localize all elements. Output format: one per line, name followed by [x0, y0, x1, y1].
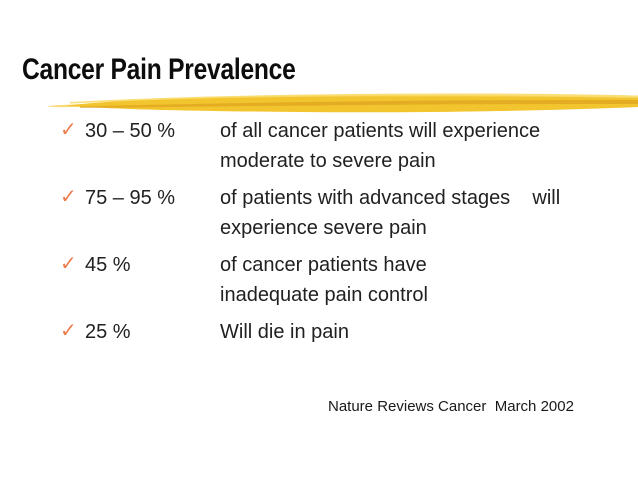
- bullet-description: of cancer patients have inadequate pain …: [220, 254, 428, 306]
- check-icon: ✓: [60, 119, 77, 141]
- bullet-description: of all cancer patients will experience m…: [220, 120, 541, 172]
- bullet-description: of patients with advanced stages will ex…: [220, 187, 561, 239]
- brush-dark-stroke: [80, 99, 638, 108]
- citation: Nature Reviews Cancer March 2002: [328, 398, 574, 415]
- check-icon: ✓: [60, 320, 77, 342]
- bullet-item: ✓ 30 – 50 % of all cancer patients will …: [60, 116, 630, 176]
- title-underline-brush-icon: [48, 93, 638, 113]
- bullet-percentage: 25 %: [85, 321, 131, 343]
- bullet-percentage: 45 %: [85, 254, 131, 276]
- bullet-list: ✓ 30 – 50 % of all cancer patients will …: [60, 116, 630, 354]
- bullet-item: ✓ 45 % of cancer patients have inadequat…: [60, 250, 630, 310]
- bullet-item: ✓ 75 – 95 % of patients with advanced st…: [60, 183, 630, 243]
- bullet-percentage: 30 – 50 %: [85, 120, 176, 142]
- bullet-item: ✓ 25 % Will die in pain: [60, 317, 630, 347]
- check-icon: ✓: [60, 253, 77, 275]
- check-icon: ✓: [60, 186, 77, 208]
- bullet-percentage: 75 – 95 %: [85, 187, 176, 209]
- page-title: Cancer Pain Prevalence: [22, 53, 296, 86]
- bullet-description: Will die in pain: [220, 321, 349, 343]
- brush-light-stroke: [70, 93, 638, 104]
